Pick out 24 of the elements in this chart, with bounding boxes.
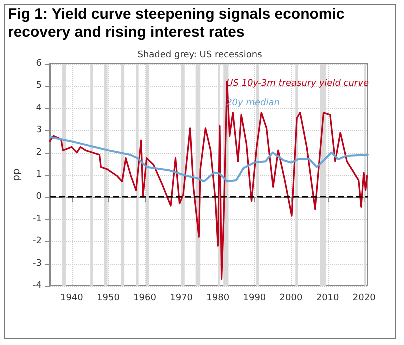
y-tick-label: -1 bbox=[33, 214, 42, 224]
x-tick-label: 1980 bbox=[206, 294, 230, 304]
y-tick-label: -4 bbox=[33, 281, 42, 291]
chart-title: Fig 1: Yield curve steepening signals economic recovery and rising interest rates bbox=[8, 6, 346, 42]
x-tick-label: 2010 bbox=[316, 294, 340, 304]
y-axis-title: pp bbox=[12, 168, 23, 182]
y-tick-label: 5 bbox=[36, 81, 42, 92]
line-series bbox=[49, 136, 369, 183]
x-tick-label: 1970 bbox=[170, 294, 194, 304]
y-tick-label: 3 bbox=[36, 126, 42, 136]
y-tick-label: 1 bbox=[36, 170, 42, 180]
y-tick-label: 2 bbox=[36, 148, 42, 158]
x-tick-label: 1940 bbox=[60, 294, 84, 304]
y-tick-label: 0 bbox=[36, 192, 42, 202]
x-tick-label: 1960 bbox=[134, 294, 157, 304]
y-tick-label: -3 bbox=[33, 258, 42, 269]
chart-subtitle: Shaded grey: US recessions bbox=[138, 50, 263, 60]
x-tick-label: 2000 bbox=[280, 294, 303, 304]
x-tick-label: 1990 bbox=[243, 294, 266, 304]
x-tick-label: 1950 bbox=[97, 294, 120, 304]
y-tick-label: 6 bbox=[36, 59, 42, 69]
y-tick-label: 4 bbox=[36, 103, 42, 114]
y-tick-label: -2 bbox=[33, 236, 42, 247]
x-tick-label: 2020 bbox=[352, 294, 376, 304]
